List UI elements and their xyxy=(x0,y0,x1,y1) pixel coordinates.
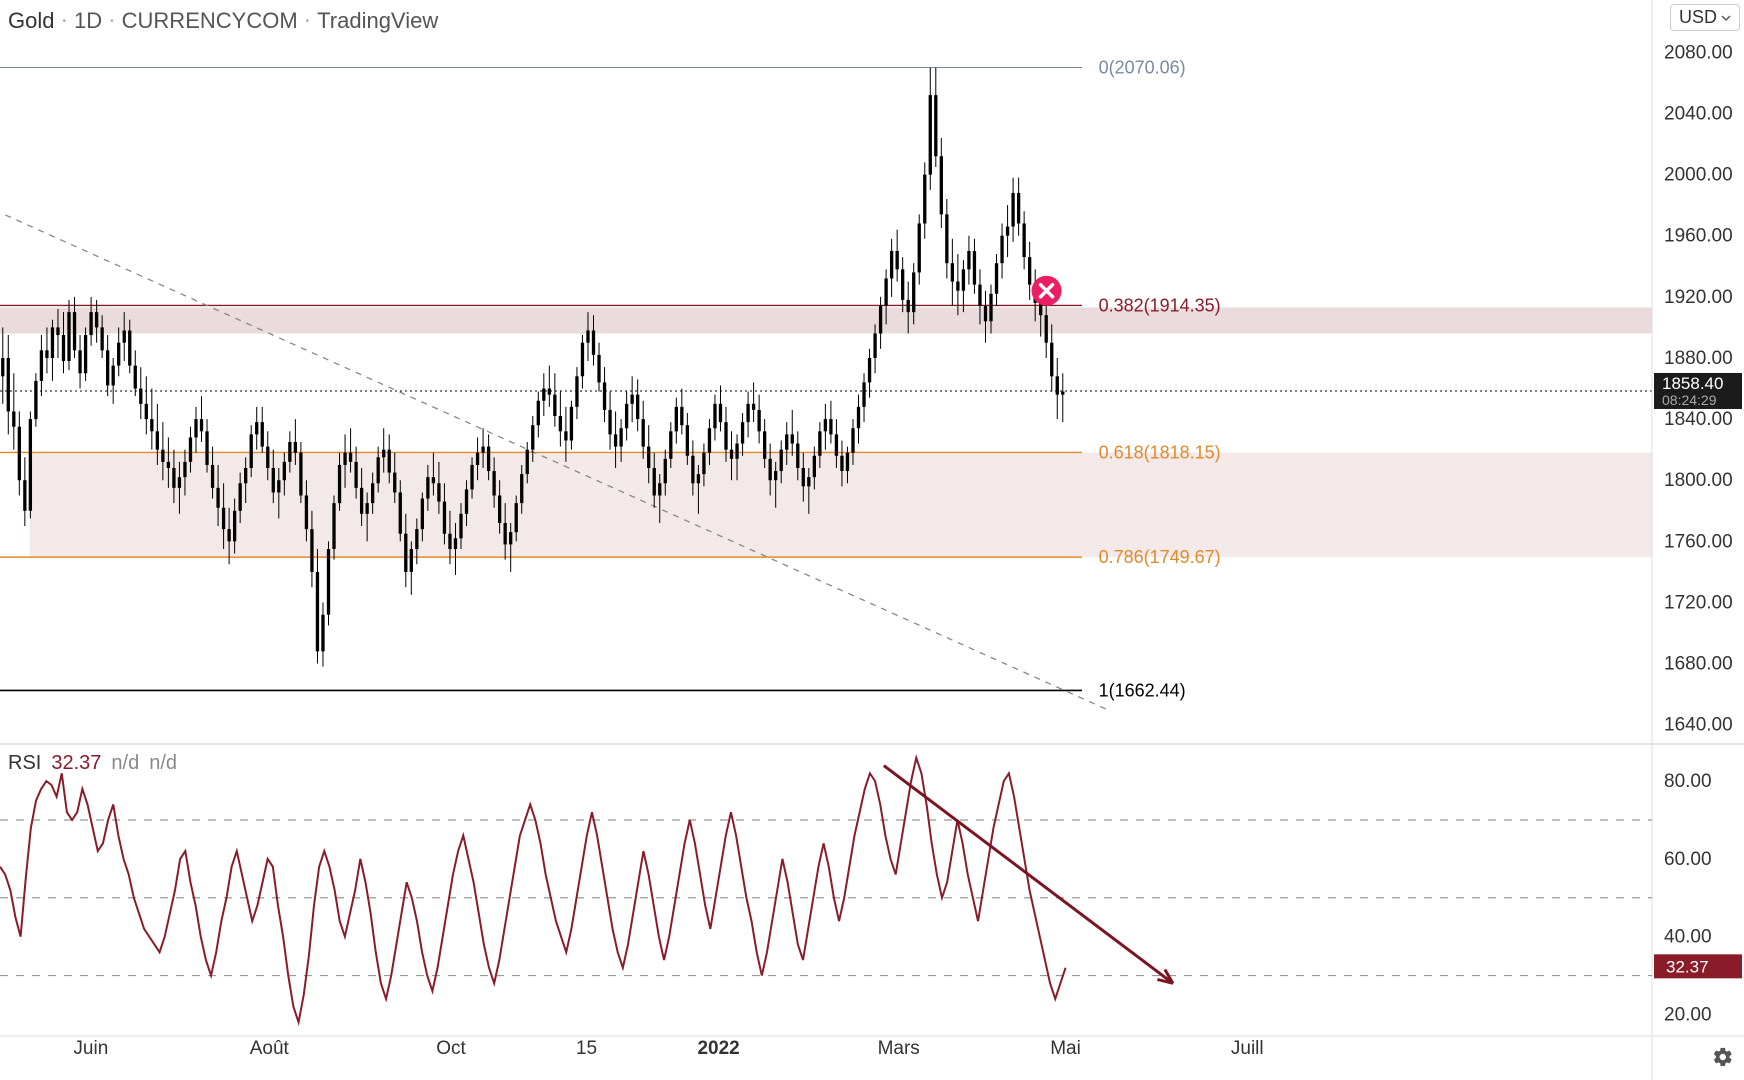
rsi-value: 32.37 xyxy=(51,752,101,775)
chevron-down-icon xyxy=(1721,13,1731,23)
svg-text:0.382(1914.35): 0.382(1914.35) xyxy=(1099,295,1221,315)
svg-text:Mars: Mars xyxy=(878,1038,920,1059)
svg-text:1858.40: 1858.40 xyxy=(1662,374,1723,393)
chart-header: Gold• 1D• CURRENCYCOM• TradingView xyxy=(8,8,438,34)
interval: 1D xyxy=(74,8,102,34)
exchange: CURRENCYCOM xyxy=(122,8,298,34)
svg-text:2022: 2022 xyxy=(697,1038,739,1059)
svg-text:1720.00: 1720.00 xyxy=(1664,592,1733,613)
svg-text:Juill: Juill xyxy=(1231,1038,1264,1059)
rsi-header: RSI 32.37 n/d n/d xyxy=(8,752,177,775)
svg-text:1920.00: 1920.00 xyxy=(1664,287,1733,308)
svg-text:Oct: Oct xyxy=(436,1038,466,1059)
svg-text:08:24:29: 08:24:29 xyxy=(1662,392,1717,408)
svg-text:40.00: 40.00 xyxy=(1664,927,1712,948)
svg-text:1680.00: 1680.00 xyxy=(1664,654,1733,675)
svg-text:2040.00: 2040.00 xyxy=(1664,103,1733,124)
svg-text:2000.00: 2000.00 xyxy=(1664,165,1733,186)
svg-text:0(2070.06): 0(2070.06) xyxy=(1099,58,1186,78)
svg-text:15: 15 xyxy=(576,1038,597,1059)
settings-icon[interactable] xyxy=(1712,1046,1734,1074)
svg-text:1880.00: 1880.00 xyxy=(1664,348,1733,369)
svg-text:1(1662.44): 1(1662.44) xyxy=(1099,680,1186,700)
svg-text:0.618(1818.15): 0.618(1818.15) xyxy=(1099,442,1221,462)
svg-text:80.00: 80.00 xyxy=(1664,771,1712,792)
svg-text:1840.00: 1840.00 xyxy=(1664,409,1733,430)
symbol: Gold xyxy=(8,8,54,34)
svg-text:1760.00: 1760.00 xyxy=(1664,531,1733,552)
svg-text:2080.00: 2080.00 xyxy=(1664,42,1733,63)
svg-text:1800.00: 1800.00 xyxy=(1664,470,1733,491)
svg-text:32.37: 32.37 xyxy=(1666,957,1709,976)
svg-text:60.00: 60.00 xyxy=(1664,849,1712,870)
rsi-label: RSI xyxy=(8,752,41,775)
currency-selector[interactable]: USD xyxy=(1670,4,1740,31)
brand: TradingView xyxy=(317,8,438,34)
svg-text:1960.00: 1960.00 xyxy=(1664,226,1733,247)
svg-text:0.786(1749.67): 0.786(1749.67) xyxy=(1099,547,1221,567)
svg-text:Août: Août xyxy=(250,1038,290,1059)
close-marker-icon xyxy=(1032,276,1062,306)
svg-text:20.00: 20.00 xyxy=(1664,1004,1712,1025)
svg-text:Juin: Juin xyxy=(73,1038,108,1059)
svg-text:Mai: Mai xyxy=(1050,1038,1081,1059)
svg-text:1640.00: 1640.00 xyxy=(1664,715,1733,736)
